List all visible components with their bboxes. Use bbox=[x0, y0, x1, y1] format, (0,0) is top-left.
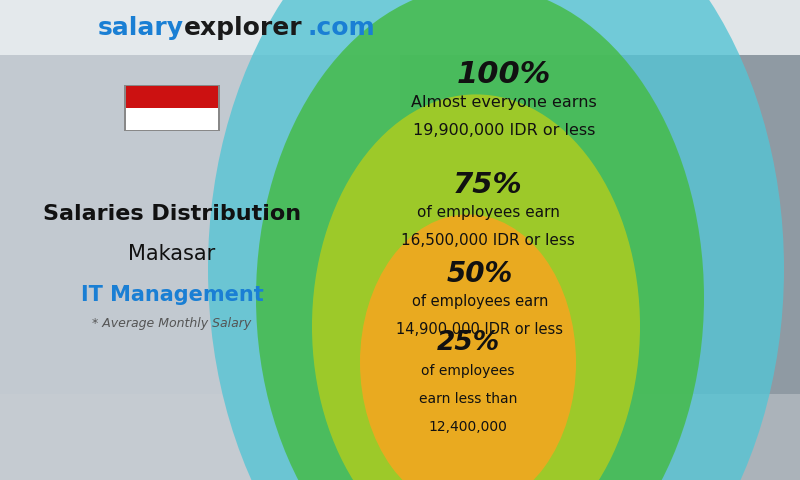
Text: 100%: 100% bbox=[457, 60, 551, 89]
Text: Salaries Distribution: Salaries Distribution bbox=[43, 204, 301, 224]
Text: of employees earn: of employees earn bbox=[412, 294, 548, 309]
Text: 25%: 25% bbox=[437, 330, 499, 356]
Text: earn less than: earn less than bbox=[419, 392, 517, 406]
Ellipse shape bbox=[208, 0, 784, 480]
Text: 16,500,000 IDR or less: 16,500,000 IDR or less bbox=[401, 233, 575, 248]
Text: 19,900,000 IDR or less: 19,900,000 IDR or less bbox=[413, 122, 595, 138]
Ellipse shape bbox=[256, 0, 704, 480]
Ellipse shape bbox=[360, 215, 576, 480]
Ellipse shape bbox=[312, 95, 640, 480]
Text: .com: .com bbox=[308, 16, 376, 40]
Text: salary: salary bbox=[98, 16, 184, 40]
Text: explorer: explorer bbox=[184, 16, 302, 40]
Text: Almost everyone earns: Almost everyone earns bbox=[411, 95, 597, 110]
Text: of employees earn: of employees earn bbox=[417, 205, 559, 220]
FancyBboxPatch shape bbox=[0, 0, 800, 55]
FancyBboxPatch shape bbox=[126, 108, 218, 130]
Text: IT Management: IT Management bbox=[81, 285, 263, 305]
FancyBboxPatch shape bbox=[400, 0, 800, 480]
Text: 12,400,000: 12,400,000 bbox=[429, 420, 507, 434]
FancyBboxPatch shape bbox=[0, 394, 800, 480]
Text: 50%: 50% bbox=[447, 260, 513, 288]
Text: 14,900,000 IDR or less: 14,900,000 IDR or less bbox=[397, 322, 563, 337]
Text: Makasar: Makasar bbox=[128, 244, 216, 264]
FancyBboxPatch shape bbox=[125, 85, 219, 131]
Text: * Average Monthly Salary: * Average Monthly Salary bbox=[92, 317, 252, 331]
Text: of employees: of employees bbox=[422, 364, 514, 378]
Text: 75%: 75% bbox=[453, 171, 523, 199]
FancyBboxPatch shape bbox=[0, 0, 400, 480]
FancyBboxPatch shape bbox=[126, 86, 218, 108]
